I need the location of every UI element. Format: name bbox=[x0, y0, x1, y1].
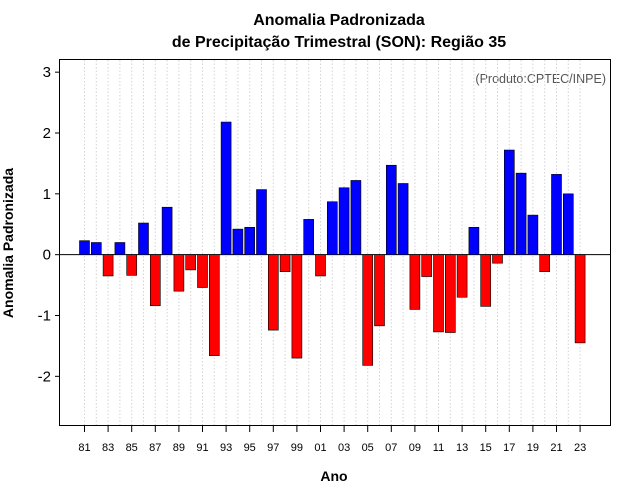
y-tick-label: -1 bbox=[38, 308, 51, 325]
bar-2021 bbox=[551, 174, 562, 255]
x-tick-label: 93 bbox=[220, 442, 232, 454]
bar-1992 bbox=[209, 254, 220, 356]
bar-1985 bbox=[126, 254, 137, 276]
bar-1990 bbox=[185, 254, 196, 271]
bar-2005 bbox=[362, 254, 374, 366]
bar-1999 bbox=[291, 254, 303, 359]
bar-2017 bbox=[503, 149, 515, 255]
x-tick-label: 11 bbox=[433, 442, 444, 454]
bar-2020 bbox=[539, 254, 551, 273]
x-tick-label: 87 bbox=[149, 442, 161, 454]
y-tick-label: 1 bbox=[43, 186, 51, 203]
bar-1997 bbox=[267, 254, 279, 331]
y-tick-label: 2 bbox=[43, 125, 51, 142]
bar-layer bbox=[79, 121, 586, 366]
x-tick-label: 17 bbox=[503, 442, 515, 454]
x-tick-label: 23 bbox=[574, 442, 586, 454]
bar-1998 bbox=[279, 254, 291, 273]
bar-2010 bbox=[421, 254, 433, 277]
bar-2018 bbox=[515, 172, 527, 255]
x-tick-label: 97 bbox=[267, 442, 279, 454]
bar-1983 bbox=[102, 254, 114, 277]
bar-2019 bbox=[527, 214, 539, 255]
y-tick-label: 0 bbox=[43, 247, 51, 264]
plot-frame bbox=[59, 59, 611, 426]
bar-1989 bbox=[173, 254, 185, 292]
bar-2009 bbox=[409, 254, 421, 310]
bar-1986 bbox=[138, 222, 149, 255]
chart-title-line-1: Anomalia Padronizada bbox=[253, 12, 425, 29]
bar-1991 bbox=[197, 254, 208, 288]
credit-label: (Produto:CPTEC/INPE) bbox=[475, 72, 606, 86]
bar-1988 bbox=[161, 206, 173, 255]
x-tick-label: 19 bbox=[527, 442, 539, 454]
bar-1995 bbox=[244, 226, 255, 255]
bar-2011 bbox=[433, 254, 444, 333]
x-axis-label: Ano bbox=[320, 468, 347, 484]
x-tick-label: 91 bbox=[196, 442, 208, 454]
bar-1987 bbox=[150, 254, 161, 307]
x-tick-label: 81 bbox=[78, 442, 90, 454]
bar-1982 bbox=[91, 242, 102, 255]
x-tick-label: 95 bbox=[244, 442, 256, 454]
bar-2015 bbox=[480, 254, 492, 307]
x-tick-label: 85 bbox=[126, 442, 138, 454]
bar-2016 bbox=[492, 254, 503, 264]
x-tick-label: 15 bbox=[480, 442, 492, 454]
bar-2006 bbox=[374, 254, 385, 327]
bar-2000 bbox=[303, 219, 315, 255]
bar-1996 bbox=[256, 189, 267, 255]
bar-2022 bbox=[562, 193, 574, 255]
x-tick-label: 03 bbox=[338, 442, 350, 454]
x-tick-label: 01 bbox=[314, 442, 326, 454]
x-tick-label: 83 bbox=[102, 442, 114, 454]
bar-1984 bbox=[114, 242, 126, 255]
bar-2012 bbox=[444, 254, 456, 333]
bar-2014 bbox=[468, 226, 480, 255]
y-axis-label: Anomalia Padronizada bbox=[0, 168, 16, 318]
bar-2013 bbox=[456, 254, 468, 298]
x-tick-label: 05 bbox=[362, 442, 374, 454]
bar-2023 bbox=[574, 254, 586, 344]
bar-2001 bbox=[315, 254, 326, 277]
chart-title-line-2: de Precipitação Trimestral (SON): Região… bbox=[172, 34, 506, 51]
bar-2002 bbox=[326, 201, 338, 255]
x-tick-label: 21 bbox=[550, 442, 562, 454]
bar-2004 bbox=[350, 180, 362, 255]
y-tick-label: 3 bbox=[43, 64, 51, 81]
bar-2007 bbox=[385, 164, 397, 255]
x-tick-label: 13 bbox=[456, 442, 468, 454]
bar-2008 bbox=[397, 183, 409, 255]
bar-1994 bbox=[232, 228, 244, 255]
bar-1993 bbox=[220, 121, 232, 255]
x-tick-label: 99 bbox=[291, 442, 303, 454]
x-tick-label: 07 bbox=[385, 442, 397, 454]
bar-2003 bbox=[338, 187, 350, 255]
y-tick-label: -2 bbox=[38, 368, 51, 385]
x-tick-label: 09 bbox=[409, 442, 421, 454]
x-tick-label: 89 bbox=[173, 442, 185, 454]
bar-1981 bbox=[79, 240, 90, 255]
